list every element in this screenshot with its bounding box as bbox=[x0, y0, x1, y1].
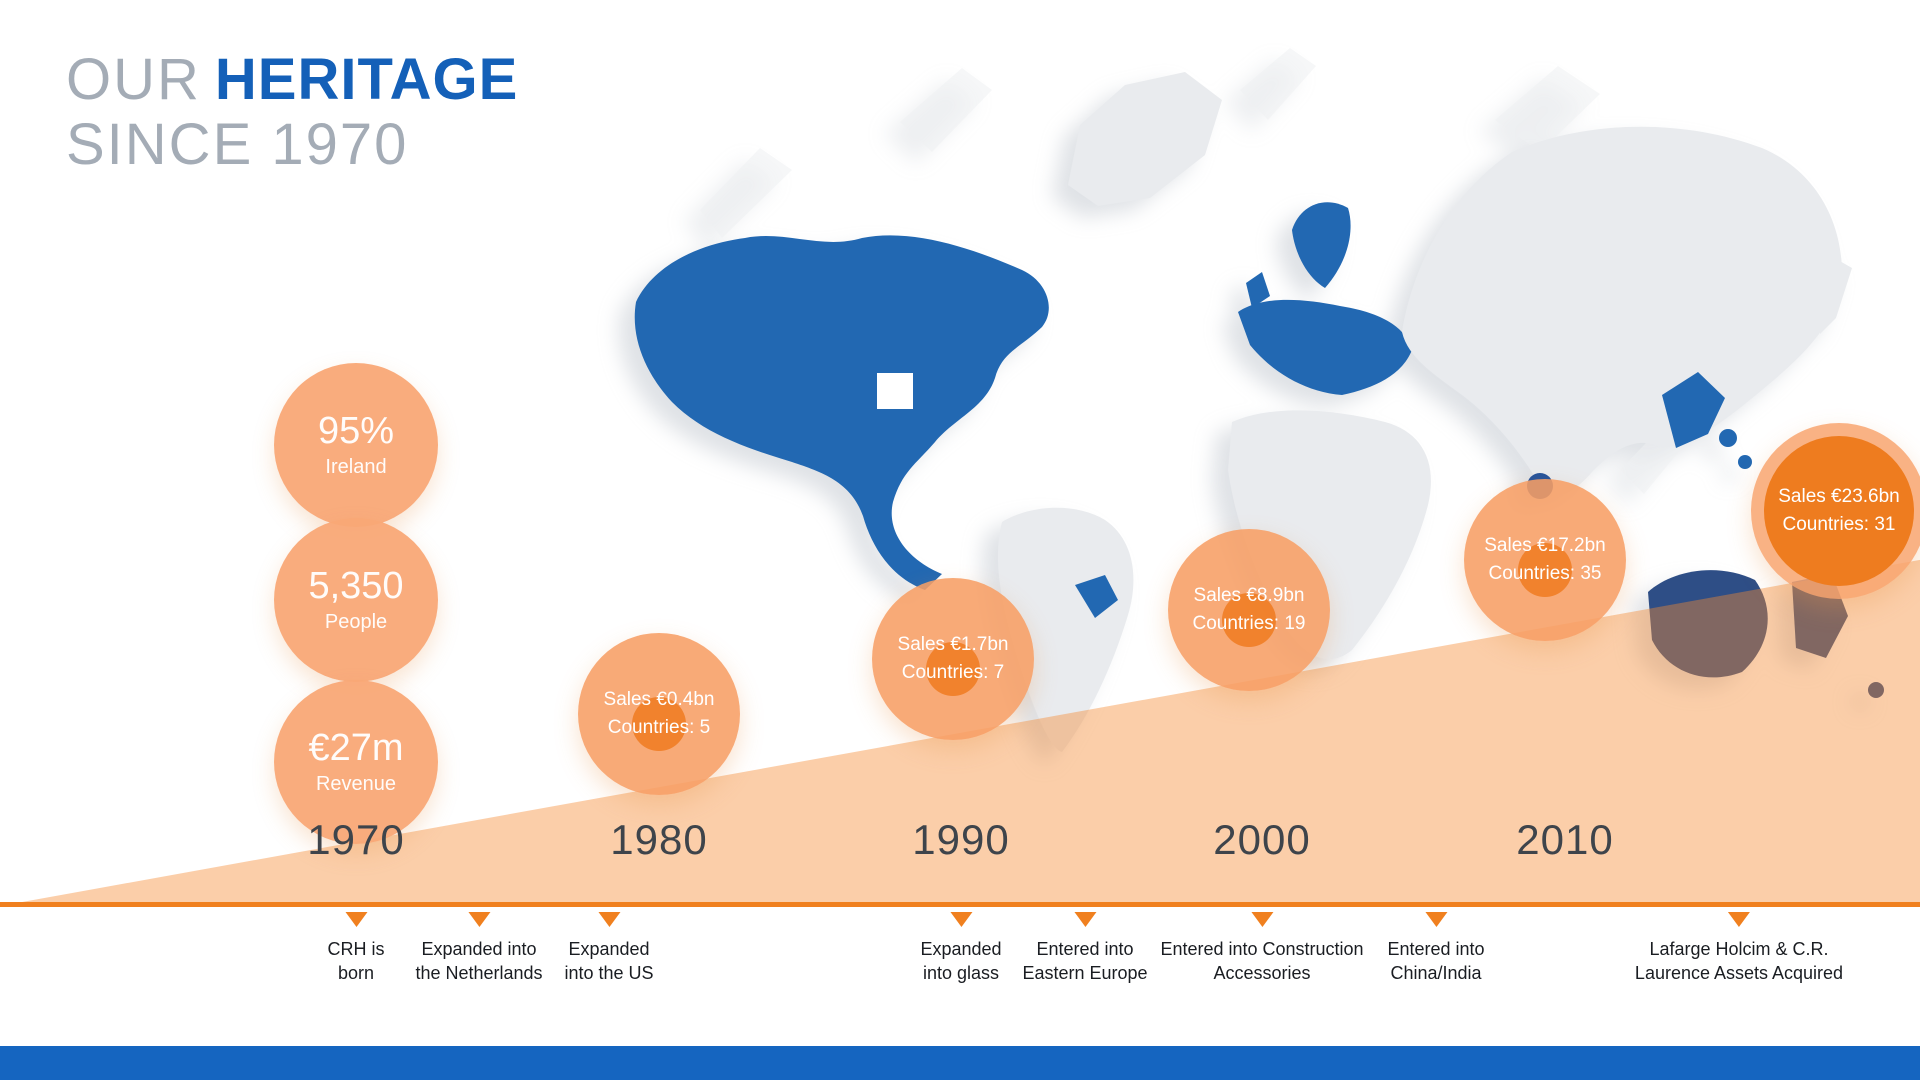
milestone-eastern-europe: Entered into Eastern Europe bbox=[1022, 912, 1148, 986]
south-america-shape bbox=[997, 507, 1134, 752]
milestone-label: Entered into China/India bbox=[1387, 939, 1485, 984]
scandinavia-shape bbox=[1292, 202, 1351, 288]
footer-bar bbox=[0, 1046, 1920, 1080]
asia-shape bbox=[1402, 126, 1843, 496]
title-since-1970: SINCE 1970 bbox=[66, 111, 409, 177]
milestone-label: CRH is born bbox=[327, 939, 385, 984]
stat-circle-ireland: 95% Ireland bbox=[274, 363, 438, 527]
milestone-arrow-icon bbox=[1251, 912, 1273, 927]
stat-label: Ireland bbox=[325, 456, 387, 479]
stat-value: €27m bbox=[308, 726, 404, 769]
milestone-lafarge-holcim: Lafarge Holcim & C.R. Laurence Assets Ac… bbox=[1635, 912, 1843, 986]
north-america-shape bbox=[634, 235, 1049, 590]
milestone-glass: Expanded into glass bbox=[920, 912, 1002, 986]
milestone-arrow-icon bbox=[1727, 912, 1750, 927]
title-our: OUR bbox=[66, 47, 201, 112]
stat-label: People bbox=[324, 611, 388, 634]
milestone-arrow-icon bbox=[1073, 912, 1096, 927]
stat-label: Revenue bbox=[315, 773, 397, 796]
sales-bubble-1990: Sales €1.7bn Countries: 7 bbox=[872, 578, 1034, 740]
year-label-1980: 1980 bbox=[610, 816, 708, 863]
milestone-label: Expanded into the Netherlands bbox=[415, 939, 543, 984]
stat-circle-people: 5,350 People bbox=[274, 518, 438, 682]
brazil-highlight-shape bbox=[1075, 575, 1118, 618]
indonesia-shape bbox=[1738, 455, 1752, 469]
year-label-2010: 2010 bbox=[1516, 816, 1614, 863]
title-line1: OUR HERITAGE bbox=[66, 47, 519, 113]
milestone-arrow-icon bbox=[468, 912, 490, 927]
australia-shape bbox=[1648, 570, 1768, 678]
year-label-1990: 1990 bbox=[912, 816, 1010, 863]
milestone-label: Expanded into the US bbox=[564, 939, 654, 984]
philippines-shape bbox=[1719, 429, 1737, 447]
sales-bubble-latest: Sales €23.6bn Countries: 31 bbox=[1751, 423, 1920, 599]
milestone-netherlands: Expanded into the Netherlands bbox=[415, 912, 543, 986]
map-pin-icon bbox=[632, 696, 686, 751]
bubble-countries-text: Countries: 31 bbox=[1782, 514, 1896, 535]
sales-bubble-1980: Sales €0.4bn Countries: 5 bbox=[578, 633, 740, 795]
stat-value: 5,350 bbox=[308, 564, 404, 607]
milestone-label: Entered into Eastern Europe bbox=[1022, 939, 1148, 984]
milestone-us: Expanded into the US bbox=[564, 912, 654, 986]
timeline-axis bbox=[0, 902, 1920, 907]
bubble-sales-text: Sales €17.2bn bbox=[1484, 535, 1606, 557]
stat-circle-revenue: €27m Revenue bbox=[274, 680, 438, 844]
map-pin-icon bbox=[926, 641, 980, 696]
map-pin-icon bbox=[1518, 542, 1572, 597]
stat-value: 95% bbox=[317, 409, 395, 452]
milestone-label: Expanded into glass bbox=[920, 939, 1002, 984]
bubble-countries-text: Countries: 7 bbox=[901, 662, 1005, 683]
bubble-sales-text: Sales €23.6bn bbox=[1778, 486, 1900, 508]
japan-shape bbox=[1818, 260, 1852, 334]
new-zealand-shape bbox=[1868, 682, 1884, 698]
map-pin-icon bbox=[1222, 592, 1276, 647]
milestone-arrow-icon bbox=[1424, 912, 1447, 927]
year-label-2000: 2000 bbox=[1213, 816, 1311, 863]
milestone-construction-accessories: Entered into Construction Accessories bbox=[1160, 912, 1364, 986]
milestone-crh-born: CRH is born bbox=[328, 912, 385, 986]
north-america-cutout bbox=[877, 373, 913, 409]
page-title: OUR HERITAGE SINCE 1970 bbox=[66, 47, 519, 178]
bubble-countries-text: Countries: 5 bbox=[607, 717, 711, 738]
bubble-countries-text: Countries: 19 bbox=[1192, 613, 1306, 634]
bubble-sales-text: Sales €1.7bn bbox=[897, 634, 1009, 656]
southeast-asia-shape bbox=[1662, 372, 1725, 448]
milestone-arrow-icon bbox=[345, 912, 367, 927]
sales-bubble-2010: Sales €17.2bn Countries: 35 bbox=[1464, 479, 1626, 641]
bubble-sales-text: Sales €8.9bn bbox=[1193, 585, 1305, 607]
bubble-sales-text: Sales €0.4bn bbox=[603, 689, 715, 711]
title-heritage: HERITAGE bbox=[214, 47, 519, 112]
bubble-countries-text: Countries: 35 bbox=[1488, 563, 1602, 584]
milestone-arrow-icon bbox=[598, 912, 620, 927]
bubble-core bbox=[1764, 436, 1914, 586]
greenland-shape bbox=[1068, 72, 1222, 206]
year-label-1970: 1970 bbox=[307, 816, 405, 863]
milestone-china-india: Entered into China/India bbox=[1387, 912, 1485, 986]
uk-shape bbox=[1246, 272, 1270, 308]
milestone-label: Entered into Construction Accessories bbox=[1160, 939, 1364, 984]
europe-shape bbox=[1238, 299, 1412, 395]
milestone-label: Lafarge Holcim & C.R. Laurence Assets Ac… bbox=[1634, 939, 1844, 984]
sales-bubble-2000: Sales €8.9bn Countries: 19 bbox=[1168, 529, 1330, 691]
milestone-arrow-icon bbox=[949, 912, 972, 927]
